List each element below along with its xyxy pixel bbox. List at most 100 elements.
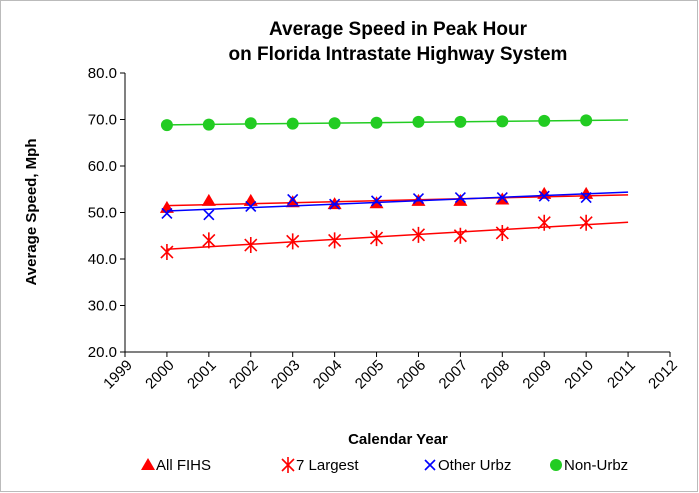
marker-part — [244, 117, 257, 130]
marker-part — [141, 458, 155, 470]
marker-circle — [286, 117, 299, 130]
marker-part — [538, 114, 551, 127]
legend-label: 7 Largest — [296, 457, 359, 474]
y-tick-label: 80.0 — [88, 65, 117, 82]
marker-circle — [550, 459, 562, 471]
marker-part — [495, 224, 509, 241]
marker-part — [328, 232, 342, 249]
y-tick-label: 40.0 — [88, 251, 117, 268]
marker-part — [453, 193, 468, 206]
marker-part — [281, 457, 295, 473]
chart-title: Average Speed in Peak Hour — [269, 19, 528, 40]
marker-part — [161, 207, 173, 219]
marker-part — [287, 193, 299, 206]
y-tick-label: 70.0 — [88, 112, 117, 129]
marker-x — [161, 207, 173, 219]
marker-part — [369, 230, 384, 247]
legend-label: All FIHS — [156, 457, 211, 474]
marker-part — [411, 226, 426, 243]
legend-label: Non-Urbz — [564, 457, 628, 474]
marker-circle — [202, 118, 215, 131]
marker-part — [160, 244, 174, 261]
legend-label: Other Urbz — [438, 457, 511, 474]
marker-x — [580, 192, 592, 204]
marker-asterisk — [411, 226, 426, 243]
marker-x — [496, 192, 508, 204]
marker-circle — [244, 117, 257, 130]
marker-part — [580, 192, 592, 204]
marker-circle — [538, 114, 551, 127]
marker-asterisk — [202, 232, 216, 249]
x-axis-label: Calendar Year — [348, 431, 448, 448]
marker-x — [412, 192, 425, 205]
y-tick-label: 30.0 — [88, 298, 117, 315]
marker-x — [454, 192, 466, 204]
trendline — [166, 191, 629, 212]
trendline — [166, 194, 629, 207]
marker-circle — [496, 115, 509, 128]
marker-x — [424, 459, 436, 471]
marker-part — [412, 192, 425, 205]
marker-part — [580, 114, 593, 127]
marker-part — [370, 195, 383, 207]
marker-part — [454, 192, 466, 204]
marker-part — [203, 209, 215, 221]
y-axis-label: Average Speed, Mph — [23, 139, 40, 286]
marker-asterisk — [244, 237, 258, 254]
marker-x — [329, 198, 341, 210]
marker-triangle — [285, 195, 300, 208]
marker-circle — [370, 116, 383, 129]
marker-part — [244, 237, 258, 254]
y-tick-label: 20.0 — [88, 344, 117, 361]
marker-triangle — [141, 458, 155, 470]
marker-triangle — [453, 193, 468, 206]
marker-part — [285, 195, 300, 208]
marker-asterisk — [160, 244, 174, 261]
y-tick-label: 50.0 — [88, 205, 117, 222]
marker-part — [496, 115, 509, 128]
marker-circle — [160, 119, 173, 132]
marker-part — [329, 198, 341, 210]
marker-part — [550, 459, 562, 471]
marker-triangle — [579, 186, 594, 199]
marker-asterisk — [537, 214, 551, 231]
marker-part — [201, 193, 216, 206]
marker-circle — [454, 115, 467, 128]
marker-asterisk — [369, 230, 384, 247]
marker-asterisk — [495, 224, 509, 241]
marker-x — [203, 209, 215, 221]
y-tick-label: 60.0 — [88, 158, 117, 175]
marker-part — [453, 227, 467, 244]
marker-part — [538, 190, 550, 202]
marker-x — [287, 193, 299, 206]
marker-part — [579, 186, 594, 199]
marker-asterisk — [453, 227, 467, 244]
marker-asterisk — [281, 457, 295, 473]
marker-x — [245, 200, 257, 213]
marker-part — [496, 192, 508, 204]
marker-asterisk — [579, 214, 593, 231]
marker-asterisk — [328, 232, 342, 249]
trendline — [166, 221, 629, 250]
marker-part — [202, 118, 215, 131]
marker-part — [579, 214, 593, 231]
marker-circle — [412, 115, 425, 128]
trendline — [166, 119, 629, 126]
marker-part — [202, 232, 216, 249]
marker-part — [160, 119, 173, 132]
marker-circle — [580, 114, 593, 127]
marker-part — [245, 200, 257, 213]
marker-x — [370, 195, 383, 207]
marker-part — [454, 115, 467, 128]
marker-circle — [328, 117, 341, 130]
marker-part — [412, 115, 425, 128]
marker-part — [286, 233, 300, 250]
marker-part — [537, 214, 551, 231]
chart-title: on Florida Intrastate Highway System — [229, 44, 568, 65]
marker-asterisk — [286, 233, 300, 250]
marker-triangle — [201, 193, 216, 206]
marker-part — [328, 117, 341, 130]
marker-part — [370, 116, 383, 129]
